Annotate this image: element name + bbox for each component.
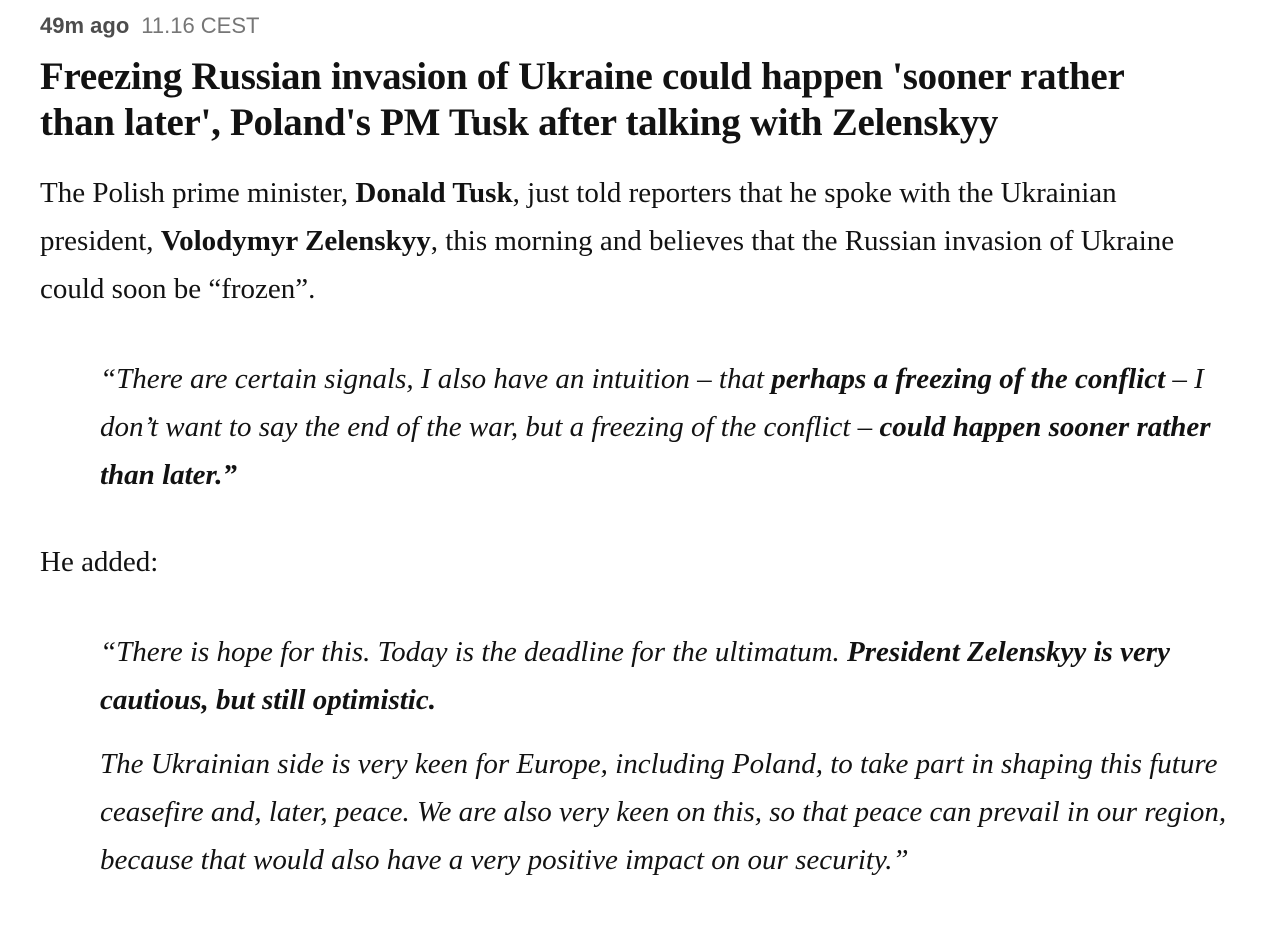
quote-text: – I don’t want to say the end of the war… bbox=[100, 362, 1204, 443]
quote-bold-text: President Zelenskyy is very cautious, bu… bbox=[100, 636, 1170, 717]
post-timestamp: 49m ago 11.16 CEST bbox=[40, 13, 1244, 39]
lede-text: , this morning and believes that the Rus… bbox=[40, 225, 1175, 306]
post-headline: Freezing Russian invasion of Ukraine cou… bbox=[40, 55, 1124, 145]
lede-bold-name-zelenskyy: Volodymyr Zelenskyy bbox=[160, 225, 431, 258]
quote-block-2: “There is hope for this. Today is the de… bbox=[100, 629, 1244, 884]
liveblog-post: 49m ago 11.16 CEST Freezing Russian invas… bbox=[40, 13, 1244, 884]
post-lede: The Polish prime minister, Donald Tusk, … bbox=[40, 170, 1205, 314]
lede-text: , just told reporters that he spoke with… bbox=[40, 177, 1117, 258]
quote-block-1: “There are certain signals, I also have … bbox=[100, 356, 1244, 500]
lede-bold-name-tusk: Donald Tusk bbox=[355, 177, 513, 210]
lede-text: The Polish prime minister, bbox=[40, 177, 356, 210]
quote-text: The Ukrainian side is very keen for Euro… bbox=[100, 748, 1227, 876]
quote-bold-text: perhaps a freezing of the conflict bbox=[771, 362, 1166, 395]
quote-attribution-text: He added: bbox=[40, 546, 159, 579]
quote-2-paragraph-2: The Ukrainian side is very keen for Euro… bbox=[100, 741, 1244, 885]
quote-text: “There are certain signals, I also have … bbox=[100, 362, 772, 395]
quote-2-paragraph-1: “There is hope for this. Today is the de… bbox=[100, 629, 1244, 725]
quote-text: “There is hope for this. Today is the de… bbox=[100, 636, 848, 669]
timestamp-relative: 49m ago bbox=[40, 13, 130, 38]
quote-1-paragraph: “There are certain signals, I also have … bbox=[100, 356, 1244, 500]
timestamp-absolute: 11.16 CEST bbox=[141, 13, 260, 38]
quote-bold-text: could happen sooner rather than later.” bbox=[100, 410, 1211, 491]
